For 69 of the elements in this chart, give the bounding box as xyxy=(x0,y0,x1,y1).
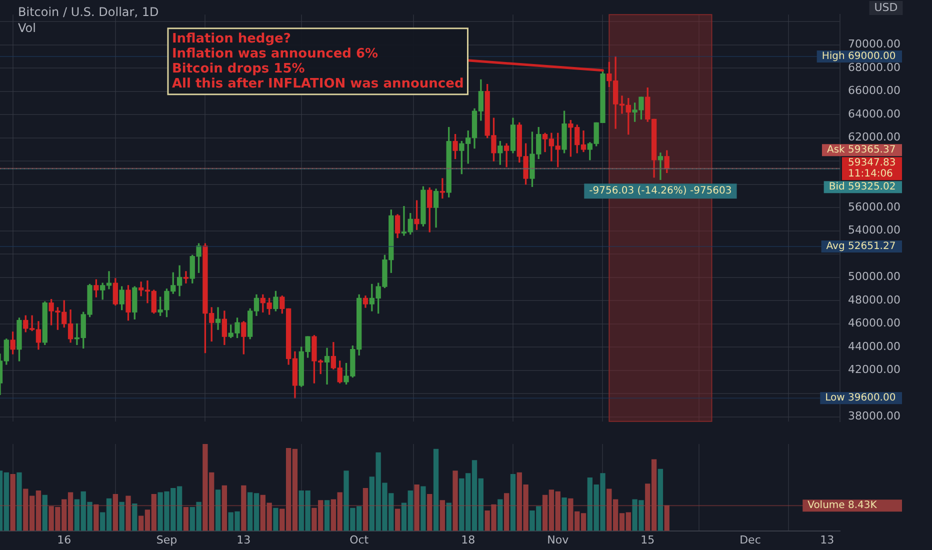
bar xyxy=(126,496,131,531)
bar xyxy=(658,468,664,531)
annotation: Inflation hedge? Inflation was announced 6% Bitcoin drops 15% All this after INFLATION was announced xyxy=(172,31,464,92)
candlestick xyxy=(183,271,189,284)
ref-line-label: Low 39600.00 xyxy=(825,392,896,404)
y-tick-label: 62000.00 xyxy=(848,130,900,144)
bar xyxy=(112,494,118,531)
bar xyxy=(510,474,516,531)
bar xyxy=(215,490,221,531)
bar xyxy=(446,502,452,531)
bar xyxy=(362,488,368,531)
bar xyxy=(414,484,420,531)
x-tick-label: 13 xyxy=(820,533,834,546)
ref-line-label: Avg 52651.27 xyxy=(826,241,896,252)
ref-line-label: High 69000.00 xyxy=(822,51,896,62)
bar xyxy=(241,485,246,531)
bar xyxy=(273,508,278,531)
bar xyxy=(562,497,567,531)
bar xyxy=(16,472,22,531)
bar xyxy=(440,500,446,531)
ref-line-label: 59347.83 11:14:06 xyxy=(848,158,896,180)
bar xyxy=(498,499,503,531)
y-tick-label: 48000.00 xyxy=(848,293,900,306)
x-tick-label: Nov xyxy=(547,533,570,546)
y-tick-label: 50000.00 xyxy=(848,270,900,284)
candlestick xyxy=(440,178,446,199)
y-axis-title: USD xyxy=(874,0,898,14)
bar xyxy=(394,508,400,531)
y-tick-label: 42000.00 xyxy=(848,363,900,376)
y-tick-label: 38000.00 xyxy=(848,410,900,423)
ref-line-label: Ask 59365.37 xyxy=(826,144,896,156)
bar xyxy=(119,502,124,531)
ref-line-label: Volume 8.43K xyxy=(808,500,878,512)
candlestick xyxy=(215,307,221,330)
bar xyxy=(433,448,439,531)
y-tick-label: 66000.00 xyxy=(848,84,900,98)
bar xyxy=(42,494,48,531)
bar xyxy=(427,494,432,531)
y-tick-label: 44000.00 xyxy=(848,340,900,353)
y-tick-label: 64000.00 xyxy=(848,107,900,120)
bar xyxy=(452,470,458,531)
bar xyxy=(664,505,670,531)
y-tick-label: 56000.00 xyxy=(848,200,900,214)
x-tick-label: 13 xyxy=(236,533,251,546)
x-tick-label: Sep xyxy=(156,533,178,546)
y-tick-label: 46000.00 xyxy=(848,316,900,330)
candlestick xyxy=(658,152,664,180)
y-tick-label: 68000.00 xyxy=(848,60,900,74)
x-tick-label: 16 xyxy=(57,533,72,546)
candlestick xyxy=(504,143,510,168)
bar xyxy=(132,504,138,531)
chart-title: Vol xyxy=(18,21,36,35)
bar xyxy=(222,485,228,531)
bar xyxy=(420,486,426,531)
bar xyxy=(10,474,16,531)
y-tick-label: 54000.00 xyxy=(848,224,900,237)
bar xyxy=(504,493,510,531)
ref-line-label: Bid 59325.02 xyxy=(828,182,896,193)
candlestick xyxy=(324,348,330,385)
x-tick-label: Dec xyxy=(740,533,761,546)
x-tick-label: 18 xyxy=(461,533,476,546)
annotation: -9756.03 (-14.26%) -975603 xyxy=(589,186,732,197)
x-tick-label: Oct xyxy=(350,533,370,546)
bar xyxy=(94,504,99,531)
bar xyxy=(324,500,330,531)
bar xyxy=(183,507,189,531)
x-tick-label: 15 xyxy=(640,533,655,546)
y-tick-label: 70000.00 xyxy=(848,38,900,51)
chart-title: Bitcoin / U.S. Dollar, 1D xyxy=(18,5,159,19)
